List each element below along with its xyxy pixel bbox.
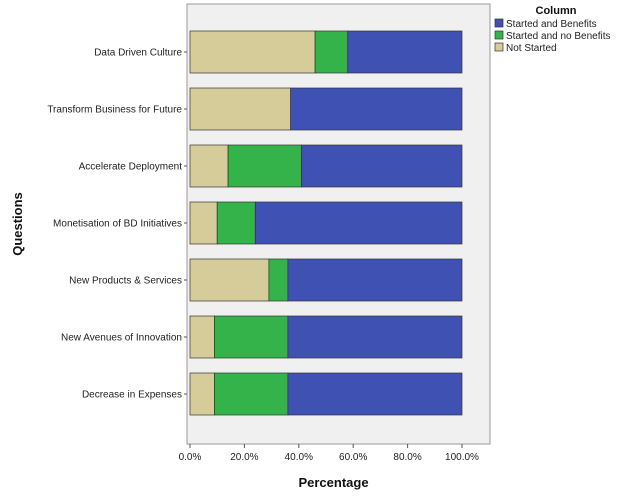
- bar-segment-not-started: [189, 315, 215, 359]
- legend-swatch: [494, 30, 504, 40]
- bar-segment-not-started: [189, 372, 215, 416]
- bar-segment-started-and-no-benefits: [227, 144, 302, 188]
- x-tick-label: 40.0%: [285, 452, 313, 463]
- x-tick-label: 60.0%: [339, 452, 367, 463]
- x-tick-label: 20.0%: [230, 452, 258, 463]
- x-tick-label: 80.0%: [393, 452, 421, 463]
- bar-segment-not-started: [189, 87, 291, 131]
- bar-segment-started-and-benefits: [254, 201, 463, 245]
- bar-segment-started-and-no-benefits: [268, 258, 289, 302]
- bar-segment-not-started: [189, 201, 218, 245]
- x-tick-label: 0.0%: [179, 452, 202, 463]
- bar-segment-started-and-benefits: [347, 30, 463, 74]
- bar-segment-started-and-benefits: [290, 87, 463, 131]
- bar-segment-started-and-no-benefits: [216, 201, 256, 245]
- y-tick-label: Monetisation of BD Initiatives: [53, 219, 182, 230]
- bar-segment-started-and-no-benefits: [214, 315, 289, 359]
- bar-segment-started-and-no-benefits: [214, 372, 289, 416]
- y-tick-label: New Products & Services: [69, 276, 182, 287]
- bar-segment-not-started: [189, 30, 316, 74]
- y-axis-title: Questions: [10, 192, 25, 256]
- bar-group: [189, 30, 463, 416]
- y-tick-label: Transform Business for Future: [47, 105, 182, 116]
- bar-segment-not-started: [189, 258, 270, 302]
- bar-segment-started-and-benefits: [301, 144, 463, 188]
- y-axis-ticks: Data Driven Culture Transform Business fo…: [47, 48, 187, 401]
- legend-label: Started and Benefits: [506, 19, 597, 30]
- legend-label: Started and no Benefits: [506, 31, 611, 42]
- legend-swatch: [494, 18, 504, 28]
- legend-label: Not Started: [506, 43, 557, 54]
- bar-segment-started-and-benefits: [287, 372, 463, 416]
- x-tick-label: 100.0%: [445, 452, 479, 463]
- bar-segment-started-and-no-benefits: [314, 30, 349, 74]
- x-axis-ticks: 0.0% 20.0% 40.0% 60.0% 80.0% 100.0%: [179, 444, 479, 463]
- y-tick-label: Accelerate Deployment: [79, 162, 183, 173]
- legend-swatch: [494, 42, 504, 52]
- y-tick-label: Decrease in Expenses: [82, 390, 182, 401]
- bar-segment-not-started: [189, 144, 229, 188]
- bar-segment-started-and-benefits: [287, 258, 463, 302]
- y-tick-label: Data Driven Culture: [94, 48, 182, 59]
- legend-title: Column: [536, 5, 577, 17]
- x-axis-title: Percentage: [298, 475, 368, 490]
- y-tick-label: New Avenues of Innovation: [61, 333, 182, 344]
- bar-segment-started-and-benefits: [287, 315, 463, 359]
